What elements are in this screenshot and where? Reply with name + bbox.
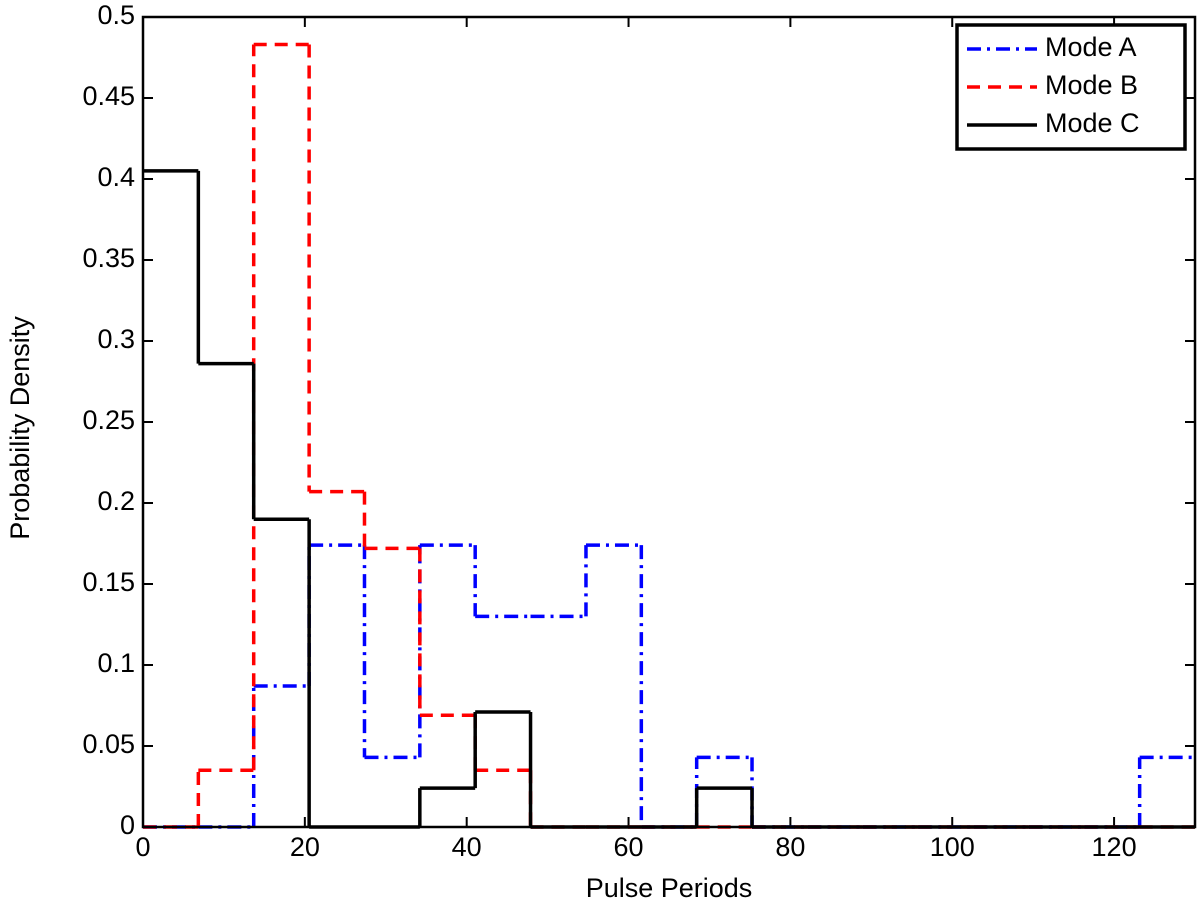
x-axis-label: Pulse Periods — [586, 873, 753, 903]
x-tick-label: 60 — [614, 832, 644, 862]
plot-frame — [141, 15, 1197, 829]
x-tick-label: 20 — [290, 832, 320, 862]
y-tick-label: 0.35 — [82, 243, 135, 273]
y-axis-label: Probability Density — [5, 316, 35, 540]
y-tick-label: 0.1 — [97, 648, 135, 678]
x-tick-label: 40 — [452, 832, 482, 862]
y-tick-label: 0 — [120, 810, 135, 840]
legend-label: Mode B — [1045, 70, 1138, 100]
y-tick-label: 0.15 — [82, 567, 135, 597]
x-tick-label: 100 — [930, 832, 975, 862]
y-tick-label: 0.2 — [97, 486, 135, 516]
y-tick-label: 0.4 — [97, 162, 135, 192]
legend-label: Mode A — [1045, 32, 1137, 62]
y-tick-label: 0.25 — [82, 405, 135, 435]
x-tick-label: 80 — [775, 832, 805, 862]
x-tick-label: 120 — [1092, 832, 1137, 862]
y-tick-label: 0.3 — [97, 324, 135, 354]
legend-label: Mode C — [1045, 108, 1140, 138]
y-tick-label: 0.05 — [82, 729, 135, 759]
y-tick-label: 0.45 — [82, 81, 135, 111]
y-tick-label: 0.5 — [97, 0, 135, 30]
x-tick-label: 0 — [135, 832, 150, 862]
